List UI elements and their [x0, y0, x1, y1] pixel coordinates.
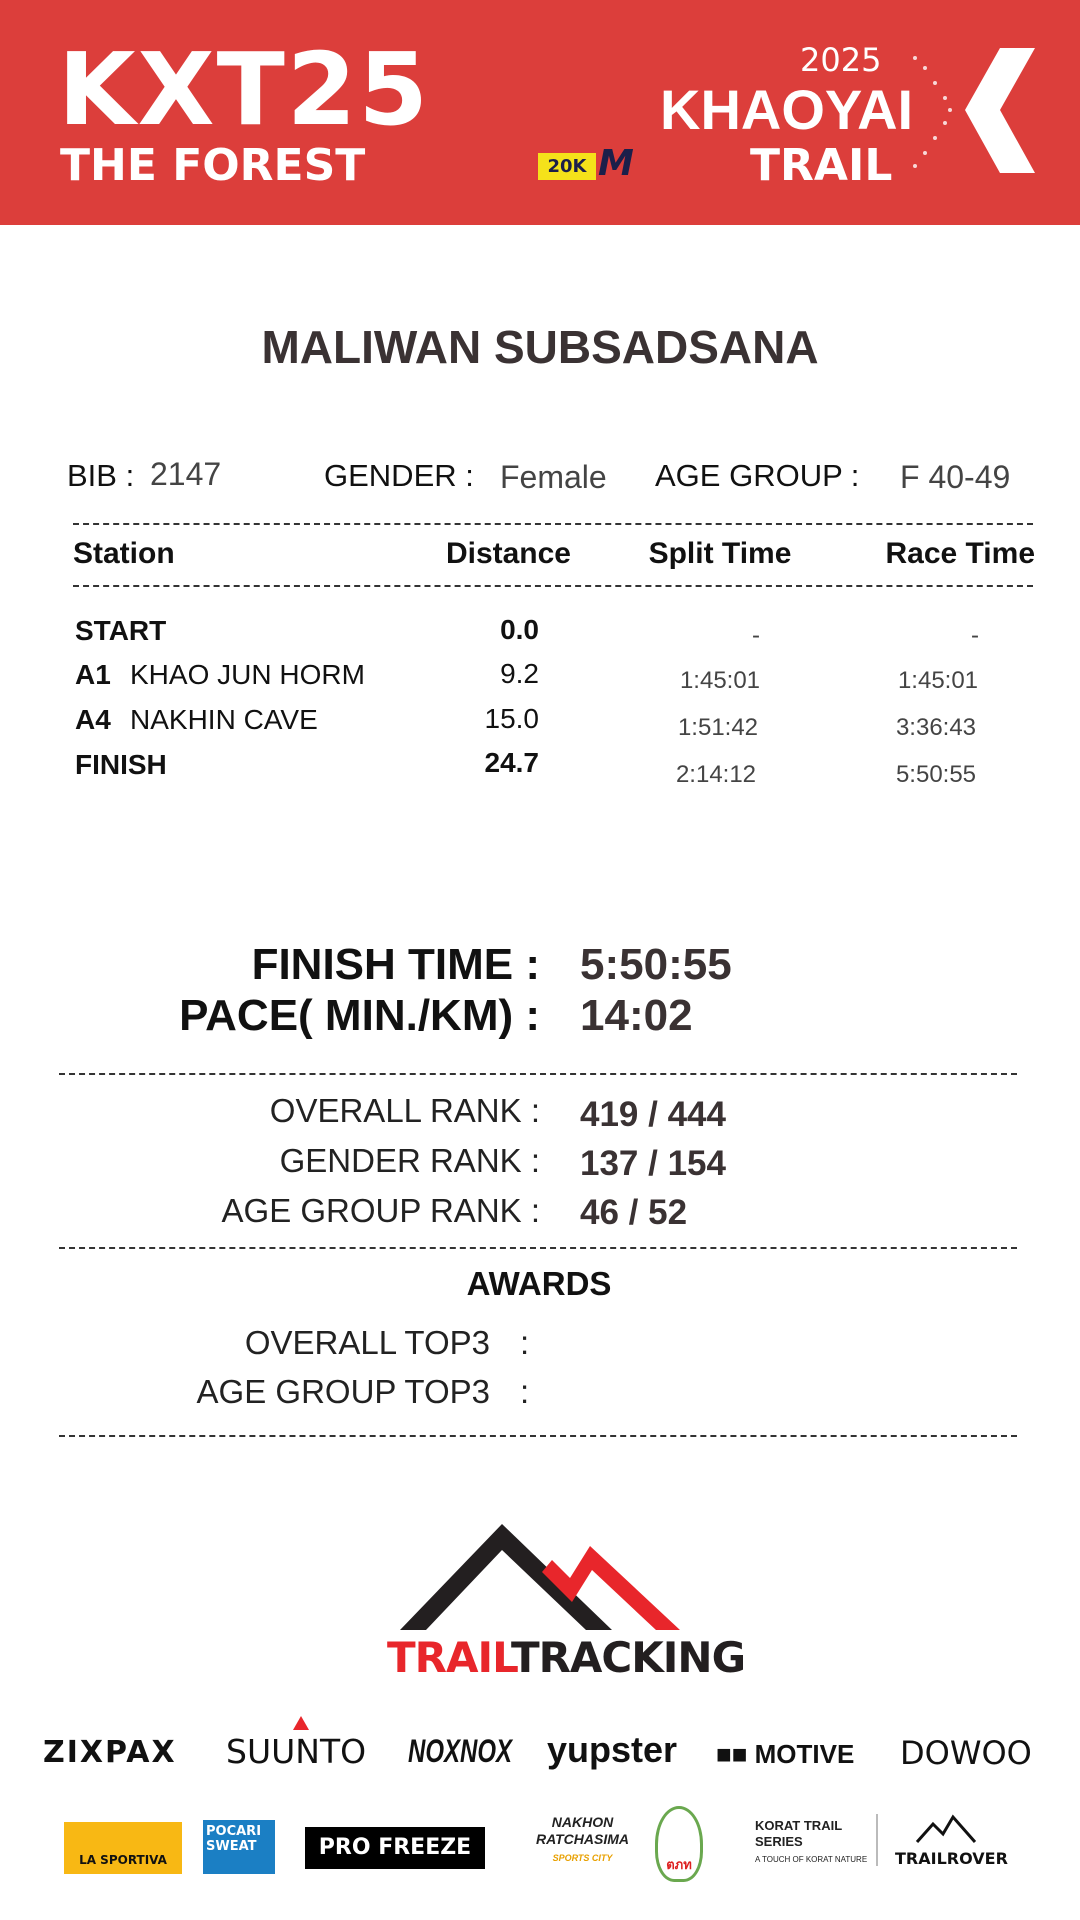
- pace-value: 14:02: [580, 991, 693, 1040]
- awards-title: AWARDS: [466, 1265, 612, 1302]
- bib-label: BIB :: [67, 458, 135, 493]
- station-name: NAKHIN CAVE: [130, 704, 318, 735]
- trailtracking-mountain-icon: [400, 1524, 680, 1630]
- sponsor-nakhon-ratchasima: NAKHON RATCHASIMA SPORTS CITY: [530, 1814, 635, 1867]
- race-time: 3:36:43: [895, 714, 977, 741]
- sponsor-zixpax: ZIXPAX: [43, 1735, 177, 1770]
- station-name: FINISH: [75, 749, 167, 780]
- divider: [73, 523, 1033, 525]
- overall-rank-value: 419 / 444: [580, 1095, 726, 1134]
- sponsor-la-sportiva: LA SPORTIVA: [64, 1822, 182, 1874]
- race-time: 5:50:55: [895, 761, 977, 788]
- sponsor-korat-trail: KORAT TRAIL SERIES A TOUCH OF KORAT NATUR…: [755, 1818, 867, 1868]
- age-group-label: AGE GROUP :: [655, 458, 860, 493]
- khaoyai-year: 2025: [800, 41, 882, 79]
- split-time: 2:14:12: [675, 761, 757, 788]
- finish-time-value: 5:50:55: [580, 940, 732, 989]
- divider: [59, 1247, 1017, 1249]
- suunto-triangle-icon: [293, 1716, 309, 1730]
- khaoyai-trail: TRAIL: [750, 140, 893, 191]
- column-race-time: Race Time: [885, 537, 1035, 570]
- trailtracking-logo: TRAILTRACKING: [387, 1633, 746, 1682]
- sponsor-nakhon-text: NAKHON RATCHASIMA: [535, 1814, 630, 1847]
- column-distance: Distance: [445, 537, 571, 570]
- x-mark-icon: [913, 48, 1035, 173]
- divider: [59, 1435, 1017, 1437]
- distance-badge-letter: M: [598, 143, 634, 184]
- distance-badge: 20K: [538, 153, 596, 180]
- station-name: START: [75, 615, 167, 646]
- divider: [59, 1073, 1017, 1075]
- divider: [73, 585, 1033, 587]
- sponsor-divider: [876, 1814, 878, 1866]
- distance: 0.0: [500, 614, 539, 645]
- runner-name: MALIWAN SUBSADSANA: [261, 321, 819, 373]
- kxt25-logo: KXT25: [58, 31, 430, 148]
- column-split-time: Split Time: [648, 537, 792, 570]
- gender-label: GENDER :: [324, 458, 474, 493]
- sponsor-motive: ■■ MOTIVE: [716, 1739, 855, 1769]
- station-name: KHAO JUN HORM: [130, 659, 365, 690]
- gender-value: Female: [500, 459, 607, 495]
- trailrover-mountain-icon: [915, 1814, 977, 1843]
- khaoyai-logo: KHAOYAI: [660, 78, 914, 141]
- race-time: 1:45:01: [897, 667, 979, 694]
- trailtracking-logo-part1: TRAIL: [387, 1633, 512, 1682]
- distance: 24.7: [484, 747, 540, 778]
- split-time: 1:45:01: [679, 667, 761, 694]
- split-time: -: [752, 622, 760, 649]
- sponsor-pocari-sweat: POCARI SWEAT: [203, 1820, 275, 1874]
- distance: 15.0: [484, 703, 540, 734]
- sponsor-noxnox: NOXNOX: [408, 1733, 513, 1769]
- overall-rank-label: OVERALL RANK :: [269, 1092, 540, 1129]
- sponsor-korat-sub: A TOUCH OF KORAT NATURE: [755, 1855, 868, 1864]
- age-group-top3-colon: :: [520, 1373, 530, 1410]
- event-header: KXT25 THE FOREST 20K M 2025 KHAOYAI TRAI…: [0, 0, 1080, 225]
- sponsor-tat-emblem: ตภท: [655, 1806, 703, 1882]
- gender-rank-value: 137 / 154: [580, 1144, 726, 1183]
- sponsor-trailrover: TRAILROVER: [895, 1849, 1008, 1868]
- column-station: Station: [73, 537, 175, 570]
- sponsor-korat-text: KORAT TRAIL SERIES: [755, 1818, 842, 1849]
- sponsor-dowoo: DOWOO: [900, 1734, 1032, 1772]
- sponsor-motive-text: MOTIVE: [754, 1739, 855, 1769]
- race-time: -: [971, 622, 979, 649]
- trailtracking-logo-part2: TRACKING: [510, 1633, 746, 1682]
- finish-time-label: FINISH TIME :: [251, 940, 540, 989]
- kxt25-subtitle: THE FOREST: [60, 140, 366, 191]
- age-group-value: F 40-49: [900, 459, 1011, 495]
- sponsor-suunto: SUUNTO: [226, 1732, 367, 1771]
- distance: 9.2: [500, 658, 539, 689]
- age-group-top3-label: AGE GROUP TOP3: [196, 1373, 490, 1410]
- bib-value: 2147: [150, 456, 222, 492]
- overall-top3-label: OVERALL TOP3: [244, 1324, 490, 1361]
- station-code: A1: [75, 659, 111, 690]
- overall-top3-colon: :: [520, 1324, 530, 1361]
- sponsor-nakhon-sub: SPORTS CITY: [552, 1853, 613, 1863]
- split-time: 1:51:42: [677, 714, 759, 741]
- station-code: A4: [75, 704, 111, 735]
- sponsor-pro-freeze: PRO FREEZE: [305, 1827, 485, 1869]
- sponsor-yupster: yupster: [547, 1729, 678, 1770]
- gender-rank-label: GENDER RANK :: [279, 1142, 540, 1179]
- age-group-rank-label: AGE GROUP RANK :: [221, 1192, 540, 1229]
- age-group-rank-value: 46 / 52: [580, 1193, 688, 1232]
- pace-label: PACE( MIN./KM) :: [179, 991, 540, 1040]
